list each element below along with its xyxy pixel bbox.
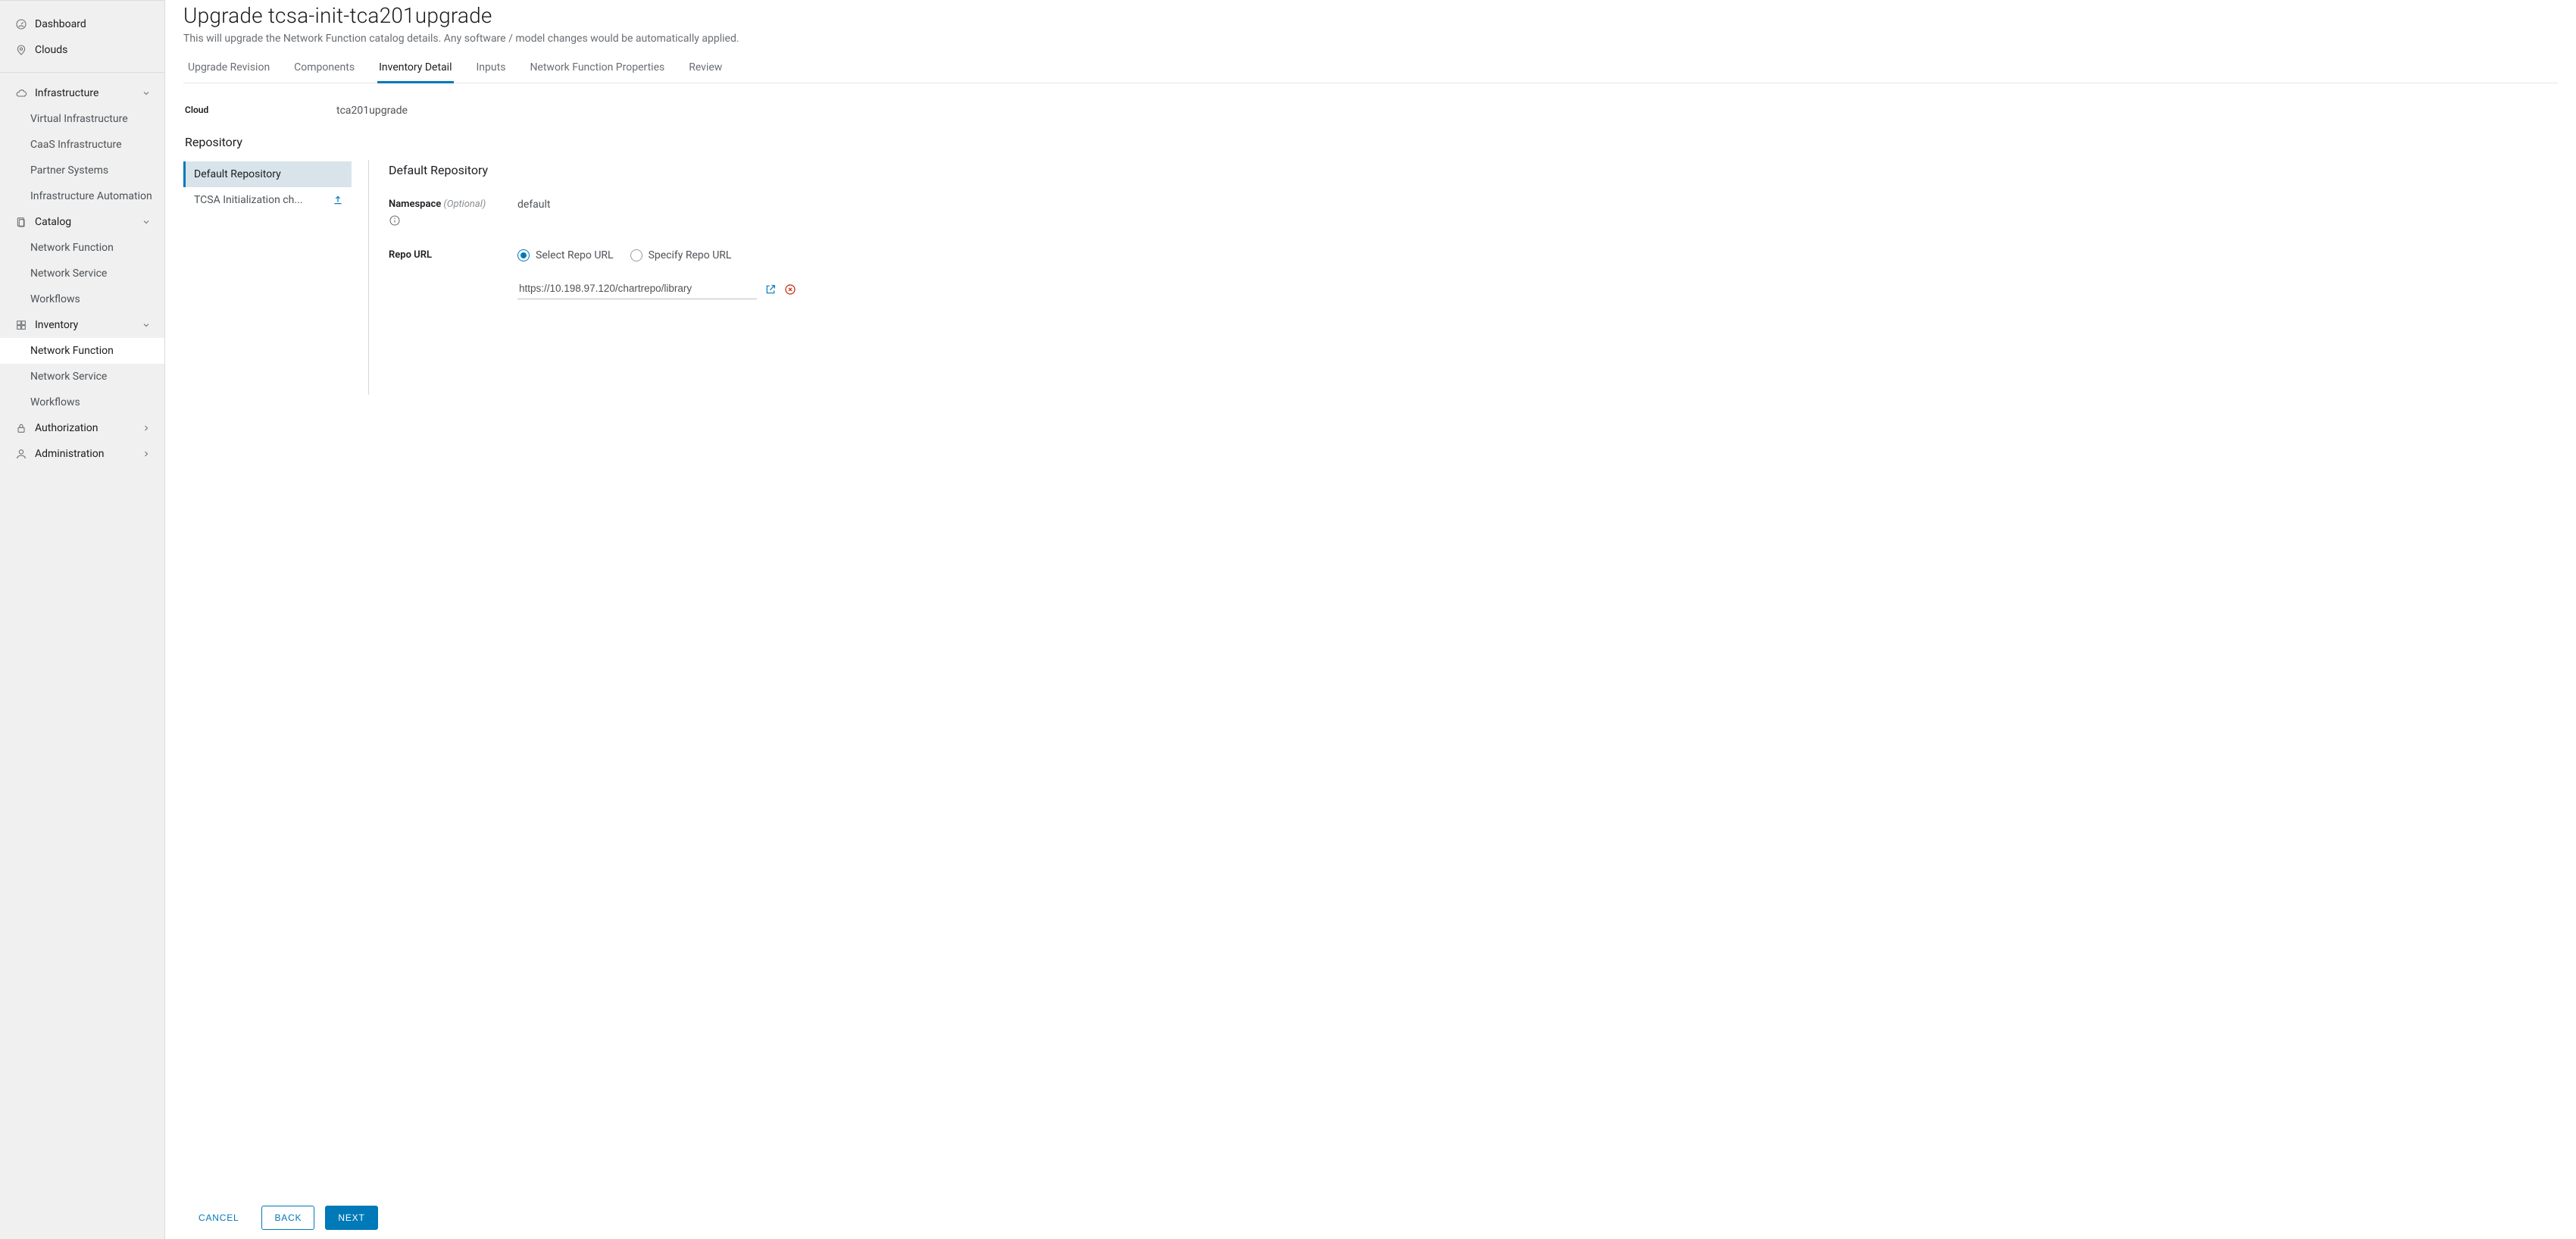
nav-section-administration-label: Administration: [35, 447, 133, 461]
nav-clouds[interactable]: Clouds: [0, 37, 164, 63]
nav-clouds-label: Clouds: [35, 43, 152, 57]
nav-partner-systems[interactable]: Partner Systems: [0, 158, 164, 183]
wizard-tabs: Upgrade Revision Components Inventory De…: [183, 55, 2558, 83]
repo-url-row: Repo URL Select Repo URL Specify Repo UR…: [389, 249, 2558, 299]
sidebar-divider: [0, 72, 164, 73]
nav-infrastructure-automation[interactable]: Infrastructure Automation: [0, 183, 164, 209]
repository-heading: Repository: [185, 135, 2558, 149]
cloud-value: tca201upgrade: [336, 105, 408, 117]
namespace-label: Namespace: [389, 199, 441, 210]
nav-section-authorization-label: Authorization: [35, 421, 133, 435]
catalog-icon: [15, 216, 27, 228]
namespace-optional: (Optional): [443, 199, 486, 210]
radio-dot-icon: [517, 249, 530, 261]
repository-list: Default Repository TCSA Initialization c…: [183, 160, 352, 395]
chevron-down-icon: [140, 319, 152, 331]
tab-inventory-detail[interactable]: Inventory Detail: [377, 55, 453, 83]
nav-section-inventory-label: Inventory: [35, 318, 133, 332]
nav-section-infrastructure-label: Infrastructure: [35, 86, 133, 100]
repo-url-radio-group: Select Repo URL Specify Repo URL: [517, 249, 2558, 261]
upload-icon[interactable]: [332, 194, 344, 206]
repo-detail-title: Default Repository: [389, 163, 2558, 177]
location-icon: [15, 44, 27, 56]
tab-components[interactable]: Components: [292, 55, 356, 83]
nav-catalog-workflows[interactable]: Workflows: [0, 286, 164, 312]
nav-caas-infrastructure[interactable]: CaaS Infrastructure: [0, 132, 164, 158]
radio-dot-icon: [630, 249, 642, 261]
cancel-button[interactable]: CANCEL: [186, 1206, 251, 1229]
chevron-down-icon: [140, 216, 152, 228]
nav-section-catalog[interactable]: Catalog: [0, 209, 164, 235]
repo-list-item-label: TCSA Initialization ch...: [194, 194, 326, 206]
repo-list-item-tcsa-init[interactable]: TCSA Initialization ch...: [183, 187, 352, 213]
cloud-label: Cloud: [185, 105, 321, 115]
repo-list-item-default[interactable]: Default Repository: [183, 161, 352, 187]
radio-select-repo-url-label: Select Repo URL: [536, 249, 614, 261]
back-button[interactable]: BACK: [261, 1206, 314, 1230]
repo-divider: [368, 160, 369, 395]
nav-catalog-network-function[interactable]: Network Function: [0, 235, 164, 261]
external-link-icon[interactable]: [764, 283, 777, 296]
repo-list-item-label: Default Repository: [194, 168, 344, 180]
lock-icon: [15, 422, 27, 434]
nav-virtual-infrastructure[interactable]: Virtual Infrastructure: [0, 106, 164, 132]
page-subtitle: This will upgrade the Network Function c…: [183, 33, 2558, 45]
repo-url-value-row: [517, 280, 2558, 299]
nav-inventory-network-service[interactable]: Network Service: [0, 364, 164, 390]
tab-inputs[interactable]: Inputs: [475, 55, 508, 83]
dashboard-icon: [15, 18, 27, 30]
page-title: Upgrade tcsa-init-tca201upgrade: [183, 3, 2558, 28]
nav-section-authorization[interactable]: Authorization: [0, 415, 164, 441]
nav-section-catalog-label: Catalog: [35, 215, 133, 229]
radio-select-repo-url[interactable]: Select Repo URL: [517, 249, 614, 261]
nav-section-infrastructure[interactable]: Infrastructure: [0, 80, 164, 106]
nav-inventory-workflows[interactable]: Workflows: [0, 390, 164, 415]
radio-specify-repo-url-label: Specify Repo URL: [649, 249, 732, 261]
namespace-value: default: [517, 199, 2558, 211]
cloud-row: Cloud tca201upgrade: [183, 83, 2558, 117]
repo-url-input[interactable]: [517, 280, 757, 299]
namespace-label-block: Namespace (Optional): [389, 199, 495, 227]
chevron-right-icon: [140, 422, 152, 434]
main-content: Upgrade tcsa-init-tca201upgrade This wil…: [165, 0, 2576, 1239]
chevron-right-icon: [140, 448, 152, 460]
nav-catalog-network-service[interactable]: Network Service: [0, 261, 164, 286]
repository-area: Default Repository TCSA Initialization c…: [183, 160, 2558, 395]
nav-dashboard-label: Dashboard: [35, 17, 152, 31]
radio-specify-repo-url[interactable]: Specify Repo URL: [630, 249, 732, 261]
nav-section-administration[interactable]: Administration: [0, 441, 164, 467]
namespace-row: Namespace (Optional) default: [389, 199, 2558, 227]
chevron-down-icon: [140, 87, 152, 99]
next-button[interactable]: NEXT: [325, 1206, 377, 1230]
wizard-footer: CANCEL BACK NEXT: [183, 1192, 2558, 1239]
user-icon: [15, 448, 27, 460]
sidebar: Dashboard Clouds Infrastructure Virtual …: [0, 0, 165, 1239]
repo-url-label: Repo URL: [389, 249, 495, 261]
repo-url-controls: Select Repo URL Specify Repo URL: [517, 249, 2558, 299]
nav-section-inventory[interactable]: Inventory: [0, 312, 164, 338]
info-icon[interactable]: [389, 214, 401, 227]
tab-network-function-properties[interactable]: Network Function Properties: [528, 55, 666, 83]
tab-upgrade-revision[interactable]: Upgrade Revision: [186, 55, 271, 83]
tab-review[interactable]: Review: [687, 55, 724, 83]
inventory-icon: [15, 319, 27, 331]
cloud-icon: [15, 87, 27, 99]
repository-detail: Default Repository Namespace (Optional) …: [389, 160, 2558, 395]
nav-inventory-network-function[interactable]: Network Function: [0, 338, 164, 364]
delete-icon[interactable]: [784, 283, 796, 296]
nav-dashboard[interactable]: Dashboard: [0, 11, 164, 37]
